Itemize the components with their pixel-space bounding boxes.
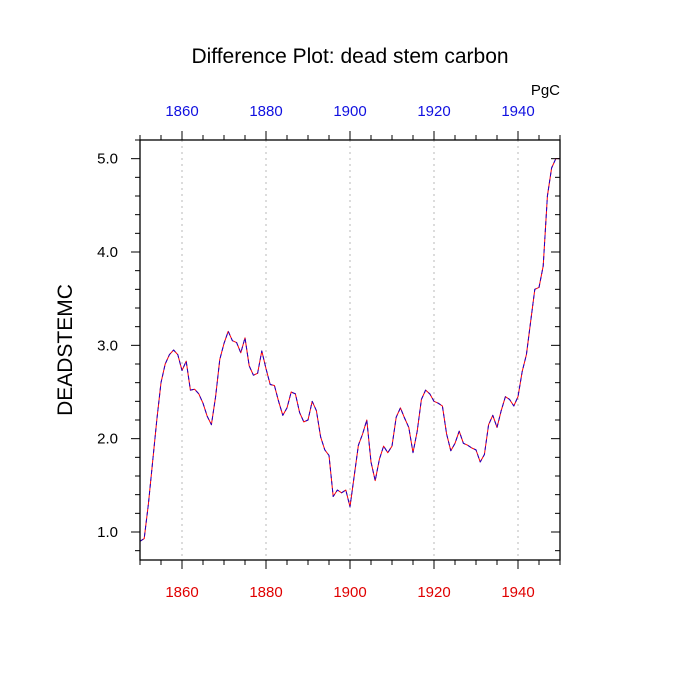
x-tick-label-top: 1880 (249, 103, 282, 120)
grid-lines (181, 140, 519, 560)
y-tick-label: 4.0 (97, 244, 118, 261)
series-group (139, 158, 560, 542)
y-axis-label: DEADSTEMC (54, 284, 77, 416)
x-tick-label-top: 1940 (501, 103, 534, 120)
x-tick-label-top: 1860 (165, 103, 198, 120)
x-tick-label-top: 1900 (333, 103, 366, 120)
y-tick-label: 5.0 (97, 151, 118, 168)
x-tick-label-bottom: 1920 (417, 584, 450, 601)
series-line-series-b (139, 158, 560, 542)
y-tick-label: 3.0 (97, 337, 118, 354)
units-label: PgC (531, 82, 560, 99)
chart-title: Difference Plot: dead stem carbon (191, 45, 508, 68)
axis-ticks (131, 131, 561, 569)
x-tick-label-bottom: 1880 (249, 584, 282, 601)
x-tick-label-bottom: 1940 (501, 584, 534, 601)
x-tick-label-bottom: 1900 (333, 584, 366, 601)
y-tick-label: 2.0 (97, 431, 118, 448)
x-tick-label-bottom: 1860 (165, 584, 198, 601)
x-tick-label-top: 1920 (417, 103, 450, 120)
tick-labels: 1860 1860 1880 1880 1900 1900 1920 1920 1940 1940… (97, 103, 535, 601)
y-tick-label: 1.0 (97, 524, 118, 541)
